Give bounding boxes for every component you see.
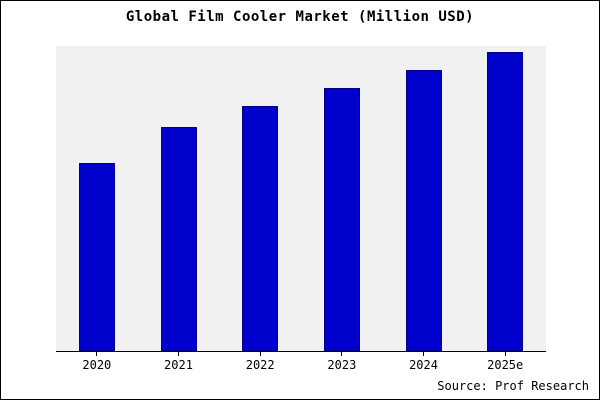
x-tick-label-2025e: 2025e bbox=[464, 352, 546, 372]
tick-mark bbox=[96, 352, 98, 356]
x-tick-label-2022: 2022 bbox=[219, 352, 301, 372]
x-tick-label-2023: 2023 bbox=[301, 352, 383, 372]
tick-mark bbox=[341, 352, 343, 356]
bar-2023 bbox=[323, 87, 360, 351]
x-tick-text: 2024 bbox=[409, 358, 438, 372]
bar-2024 bbox=[405, 69, 442, 351]
x-axis-labels: 2020 2021 2022 2023 2024 2025e bbox=[56, 352, 546, 372]
bar-slot bbox=[301, 46, 383, 351]
bar-2020 bbox=[78, 162, 115, 351]
x-tick-text: 2021 bbox=[164, 358, 193, 372]
bar-2022 bbox=[242, 105, 279, 351]
x-tick-text: 2023 bbox=[327, 358, 357, 372]
tick-mark bbox=[504, 352, 506, 356]
bar-2025e bbox=[487, 51, 524, 351]
bar-slot bbox=[464, 46, 546, 351]
chart-title: Global Film Cooler Market (Million USD) bbox=[125, 9, 475, 25]
tick-mark bbox=[423, 352, 425, 356]
x-tick-text: 2025e bbox=[487, 358, 524, 372]
x-tick-text: 2022 bbox=[245, 358, 275, 372]
bar-slot bbox=[219, 46, 301, 351]
bars-container bbox=[56, 46, 546, 351]
bar-slot bbox=[56, 46, 138, 351]
x-tick-label-2020: 2020 bbox=[56, 352, 138, 372]
x-tick-text: 2020 bbox=[82, 358, 112, 372]
x-tick-label-2021: 2021 bbox=[138, 352, 220, 372]
bar-slot bbox=[383, 46, 465, 351]
bar-slot bbox=[138, 46, 220, 351]
bar-2021 bbox=[160, 126, 197, 351]
x-tick-label-2024: 2024 bbox=[383, 352, 465, 372]
plot-area bbox=[56, 46, 546, 352]
tick-mark bbox=[178, 352, 179, 356]
tick-mark bbox=[259, 352, 261, 356]
source-note: Source: Prof Research bbox=[437, 379, 589, 393]
